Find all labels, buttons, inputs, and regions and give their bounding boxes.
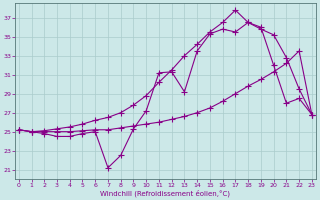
X-axis label: Windchill (Refroidissement éolien,°C): Windchill (Refroidissement éolien,°C) bbox=[100, 189, 230, 197]
